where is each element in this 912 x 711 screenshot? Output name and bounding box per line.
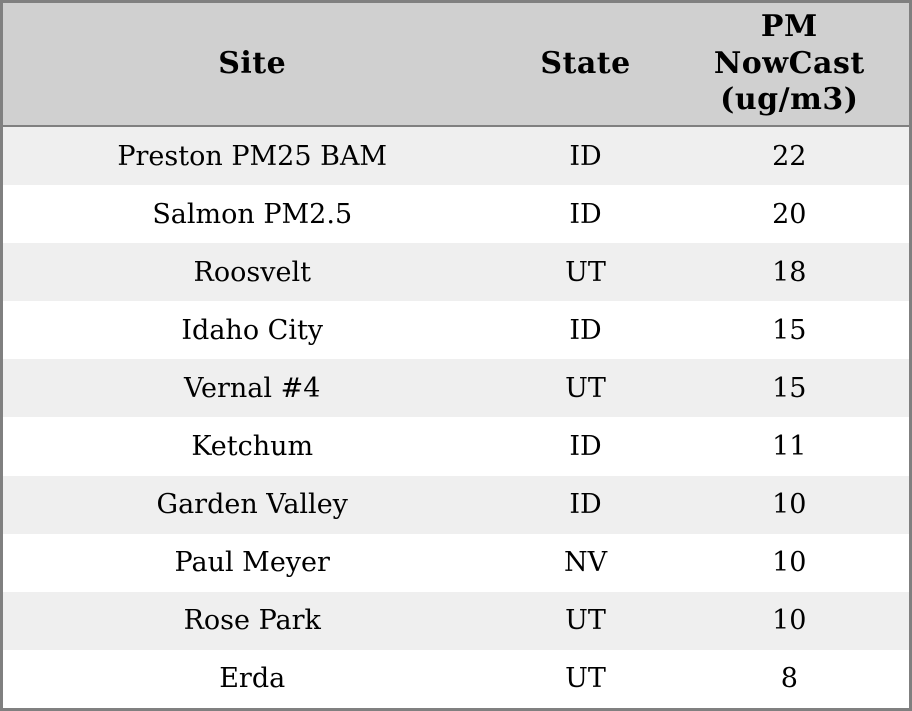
cell-state: UT (565, 663, 606, 695)
cell-pm-nowcast: 18 (772, 256, 807, 288)
cell-pm-nowcast: 10 (772, 489, 807, 521)
column-header-site-label: Site (218, 45, 287, 81)
cell-state: UT (565, 605, 606, 637)
cell-pm-nowcast: 20 (772, 198, 807, 230)
cell-site: Garden Valley (156, 489, 348, 521)
table-row: Erda UT 8 (1, 649, 911, 710)
cell-site: Preston PM25 BAM (117, 140, 388, 172)
cell-pm-nowcast: 10 (772, 547, 807, 579)
table-row: Idaho City ID 15 (1, 301, 911, 360)
cell-site: Erda (219, 663, 286, 695)
cell-site: Paul Meyer (174, 547, 330, 579)
table-row: Paul Meyer NV 10 (1, 533, 911, 592)
table-row: Garden Valley ID 10 (1, 475, 911, 534)
cell-pm-nowcast: 15 (772, 314, 807, 346)
cell-site: Rose Park (183, 605, 321, 637)
table-row: Roosvelt UT 18 (1, 243, 911, 302)
cell-site: Roosvelt (193, 256, 311, 288)
column-header-state-label: State (540, 45, 631, 81)
cell-state: ID (569, 431, 602, 463)
table-header: Site State PM NowCast (ug/m3) (1, 1, 911, 127)
cell-state: ID (569, 140, 602, 172)
cell-pm-nowcast: 8 (780, 663, 798, 695)
cell-site: Vernal #4 (184, 372, 321, 404)
table-row: Vernal #4 UT 15 (1, 359, 911, 418)
cell-state: ID (569, 489, 602, 521)
cell-state: UT (565, 372, 606, 404)
cell-pm-nowcast: 22 (772, 140, 807, 172)
cell-pm-nowcast: 15 (772, 372, 807, 404)
column-header-site: Site (1, 1, 502, 127)
table-row: Salmon PM2.5 ID 20 (1, 185, 911, 244)
cell-state: NV (563, 547, 608, 579)
cell-pm-nowcast: 10 (772, 605, 807, 637)
cell-pm-nowcast: 11 (772, 431, 807, 463)
column-header-state: State (501, 1, 670, 127)
column-header-pm-nowcast: PM NowCast (ug/m3) (669, 1, 911, 127)
cell-site: Idaho City (181, 314, 324, 346)
table-row: Rose Park UT 10 (1, 591, 911, 650)
table-row: Ketchum ID 11 (1, 417, 911, 476)
cell-state: UT (565, 256, 606, 288)
table-row: Preston PM25 BAM ID 22 (1, 126, 911, 186)
cell-state: ID (569, 198, 602, 230)
cell-site: Ketchum (191, 431, 314, 463)
column-header-pm-nowcast-label: PM NowCast (ug/m3) (713, 9, 865, 118)
table-body: Preston PM25 BAM ID 22 Salmon PM2.5 ID 20 Roos… (1, 126, 911, 710)
cell-state: ID (569, 314, 602, 346)
cell-site: Salmon PM2.5 (152, 198, 353, 230)
header-row: Site State PM NowCast (ug/m3) (1, 1, 911, 127)
